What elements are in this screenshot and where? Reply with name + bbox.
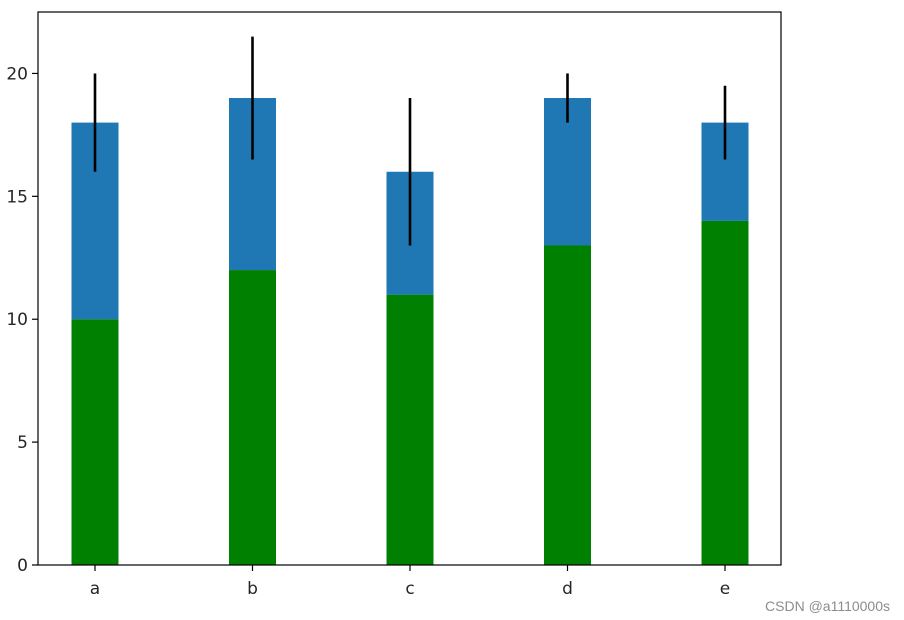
errorbars-layer: [93, 36, 727, 246]
y-tick-label: 10: [6, 310, 28, 330]
bar-series1-c: [386, 294, 434, 565]
y-tick-label: 15: [6, 187, 28, 207]
bars-layer: [71, 98, 749, 566]
bar-series1-e: [701, 220, 749, 565]
y-axis: 0 5 10 15 20: [6, 64, 38, 576]
x-tick-label-d: d: [562, 579, 573, 599]
watermark: CSDN @a1110000s: [765, 598, 890, 614]
x-tick-label-a: a: [90, 579, 100, 599]
x-tick-label-b: b: [247, 579, 258, 599]
y-tick-label: 0: [17, 556, 28, 576]
x-tick-label-e: e: [720, 579, 730, 599]
x-axis: a b c d e: [90, 565, 730, 599]
x-tick-label-c: c: [405, 579, 414, 599]
bar-series1-a: [71, 319, 119, 565]
y-tick-label: 20: [6, 64, 28, 84]
bar-series1-d: [544, 245, 591, 566]
bar-series1-b: [229, 270, 276, 565]
y-tick-label: 5: [17, 433, 28, 453]
